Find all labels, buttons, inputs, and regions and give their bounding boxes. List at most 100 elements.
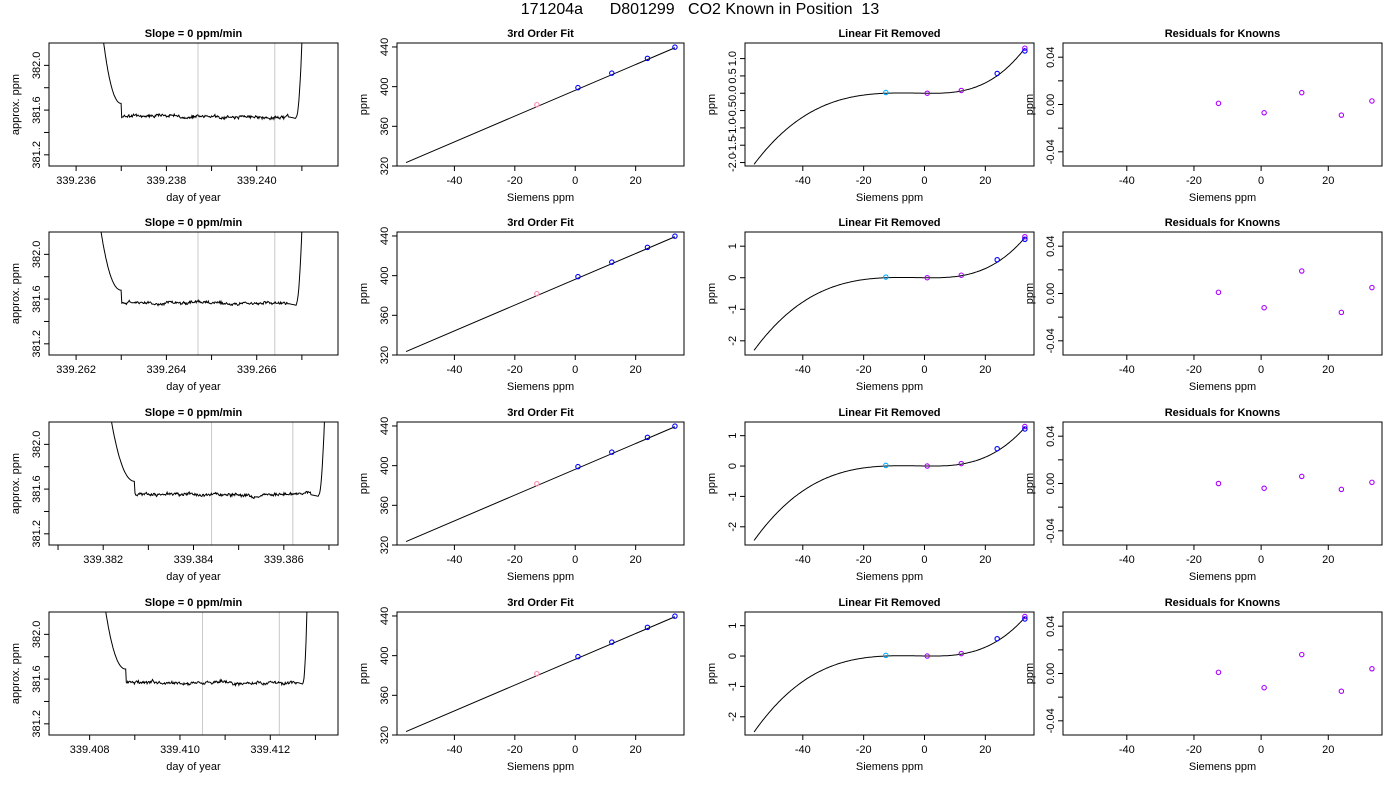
data-point: [958, 272, 965, 278]
plot-frame: [744, 231, 1035, 356]
plot-frame: [396, 421, 685, 546]
plot-data-layer: [753, 45, 1028, 165]
plot-data-layer: [1215, 473, 1375, 493]
data-point: [1022, 236, 1028, 243]
plot-data-layer: [111, 422, 325, 500]
x-tick-label: 20: [1322, 175, 1334, 187]
x-tick-label: 339.386: [264, 554, 304, 566]
chart-panel-r3c1: 3rd Order Fit -40 -20 0 20 320 360 400 440 Siemen…: [358, 597, 685, 773]
y-tick-label: 0: [727, 275, 739, 281]
x-tick-label: -40: [1119, 744, 1135, 756]
plot-data-layer: [1215, 268, 1375, 316]
x-tick-label: -40: [795, 744, 811, 756]
panel-title: Slope = 0 ppm/min: [145, 407, 243, 419]
panel-title: Linear Fit Removed: [838, 597, 940, 609]
x-tick-label: -20: [507, 364, 523, 376]
chart-panel-r1c0: Slope = 0 ppm/min 339.262 339.264 339.266 38…: [10, 217, 339, 393]
plot-data-layer: [405, 423, 678, 542]
x-axis-label: day of year: [166, 761, 221, 773]
data-point: [924, 274, 930, 281]
y-tick-label: -0.04: [1045, 328, 1057, 353]
data-point: [1338, 486, 1345, 493]
y-tick-label: 1: [727, 243, 739, 249]
y-tick-label: 382.0: [31, 431, 43, 459]
plot-frame: [744, 611, 1035, 736]
data-point: [1298, 473, 1305, 480]
y-tick-label: -0.04: [1045, 708, 1057, 733]
panel-title: 3rd Order Fit: [507, 407, 574, 419]
x-tick-label: 20: [979, 744, 991, 756]
plot-frame: [396, 231, 685, 356]
y-axis-label: ppm: [706, 94, 718, 115]
x-axis-label: Siemens ppm: [1189, 571, 1256, 583]
x-tick-label: 339.410: [160, 744, 200, 756]
data-point: [1215, 480, 1222, 487]
y-tick-label: 0.0: [727, 86, 739, 101]
y-axis-label: ppm: [1024, 663, 1036, 684]
fit-line: [405, 426, 676, 542]
data-point: [609, 70, 615, 76]
y-tick-label: 440: [379, 417, 391, 435]
chart-panel-r3c2: Linear Fit Removed -40 -20 0 20 -2 -1 0 1 Siemens…: [706, 597, 1035, 773]
y-tick-label: 400: [379, 77, 391, 95]
x-tick-label: -40: [1119, 175, 1135, 187]
cubic-curve: [753, 427, 1026, 541]
data-point: [672, 613, 678, 619]
y-tick-label: 360: [379, 496, 391, 514]
y-tick-label: 400: [379, 646, 391, 664]
data-point: [1022, 423, 1028, 430]
x-tick-label: 20: [1322, 744, 1334, 756]
data-point: [883, 274, 889, 280]
x-tick-label: -40: [795, 175, 811, 187]
y-axis-label: approx. ppm: [10, 263, 22, 324]
panel-title: 3rd Order Fit: [507, 28, 574, 40]
data-point: [575, 84, 581, 91]
x-tick-label: 20: [979, 364, 991, 376]
x-tick-label: -20: [1186, 554, 1202, 566]
data-point: [1298, 268, 1305, 274]
x-tick-label: 339.240: [237, 175, 277, 187]
x-axis-label: Siemens ppm: [1189, 761, 1256, 773]
y-tick-label: 0.00: [1045, 663, 1057, 684]
y-axis-label: ppm: [358, 663, 370, 684]
chart-panel-r2c0: Slope = 0 ppm/min 339.382 339.384 339.386 38…: [10, 407, 339, 583]
x-axis-label: Siemens ppm: [856, 761, 923, 773]
y-tick-label: 0: [727, 463, 739, 469]
data-point: [672, 233, 678, 239]
y-tick-label: 1: [727, 623, 739, 629]
plot-frame: [48, 42, 339, 167]
plot-data-layer: [1215, 651, 1375, 694]
data-point: [883, 462, 889, 469]
y-tick-label: 0.5: [727, 68, 739, 83]
data-point: [994, 635, 1000, 642]
data-point: [1261, 110, 1267, 116]
panel-title: Linear Fit Removed: [838, 217, 940, 229]
panel-title: Residuals for Knowns: [1165, 597, 1281, 609]
chart-panel-r0c0: Slope = 0 ppm/min 339.236 339.238 339.240 38…: [10, 28, 339, 204]
y-axis-label: approx. ppm: [10, 643, 22, 704]
data-point: [1022, 616, 1028, 622]
data-point: [1338, 309, 1345, 316]
y-tick-label: 381.6: [31, 96, 43, 124]
y-tick-label: -1: [727, 304, 739, 314]
y-tick-label: 1.0: [727, 51, 739, 66]
y-axis-label: ppm: [706, 663, 718, 684]
x-tick-label: 339.382: [83, 554, 123, 566]
y-tick-label: 400: [379, 456, 391, 474]
x-tick-label: 20: [1322, 364, 1334, 376]
data-point: [1338, 688, 1345, 694]
panel-title: Slope = 0 ppm/min: [145, 597, 243, 609]
y-tick-label: -1.5: [727, 136, 739, 155]
plot-frame: [744, 42, 1035, 167]
y-tick-label: -0.04: [1045, 518, 1057, 543]
x-tick-label: 20: [1322, 554, 1334, 566]
data-point: [1022, 233, 1028, 240]
plot-frame: [396, 42, 685, 167]
data-point: [1215, 669, 1222, 676]
chart-panel-r0c3: Residuals for Knowns -40 -20 0 20 -0.04 0.00 0.…: [1024, 28, 1383, 204]
plot-frame: [744, 421, 1035, 546]
x-tick-label: -20: [1186, 744, 1202, 756]
x-axis-label: Siemens ppm: [507, 192, 574, 204]
panel-title: Slope = 0 ppm/min: [145, 217, 243, 229]
y-tick-label: 360: [379, 306, 391, 324]
